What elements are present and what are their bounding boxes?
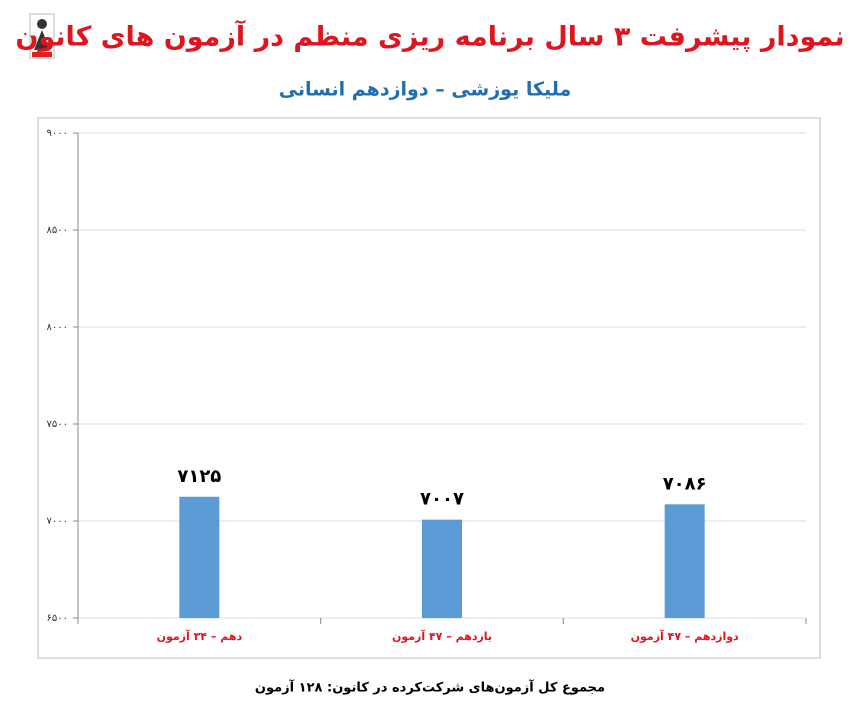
bar [422,519,462,618]
footnote: مجموع کل آزمون‌های شرکت‌کرده در کانون: ۱… [255,679,605,696]
y-tick-label: ۷۵۰۰ [47,419,68,430]
logo-head [37,19,47,29]
y-tick-label: ۹۰۰۰ [47,128,68,139]
logo [29,13,55,59]
logo-band [32,52,52,57]
chart-subtitle: ملیکا یوزشی – دوازدهم انسانی [279,79,572,101]
x-tick-label: یازدهم – ۴۷ آزمون [392,629,492,643]
y-tick-label: ۸۵۰۰ [47,225,68,236]
value-label: ۷۰۰۷ [420,489,464,510]
value-label: ۷۰۸۶ [663,473,707,494]
value-label: ۷۱۲۵ [177,466,221,487]
chart-frame [37,117,821,659]
x-tick-label: دوازدهم – ۴۷ آزمون [631,629,739,643]
y-tick-label: ۸۰۰۰ [47,322,68,333]
x-tick-label: دهم – ۳۴ آزمون [157,629,243,643]
logo-body [34,30,50,50]
bar [179,496,220,618]
y-tick-label: ۶۵۰۰ [47,613,68,624]
bar [664,504,705,618]
chart-title: نمودار پیشرفت ۳ سال برنامه ریزی منظم در … [15,20,844,53]
y-tick-label: ۷۰۰۰ [47,516,68,527]
